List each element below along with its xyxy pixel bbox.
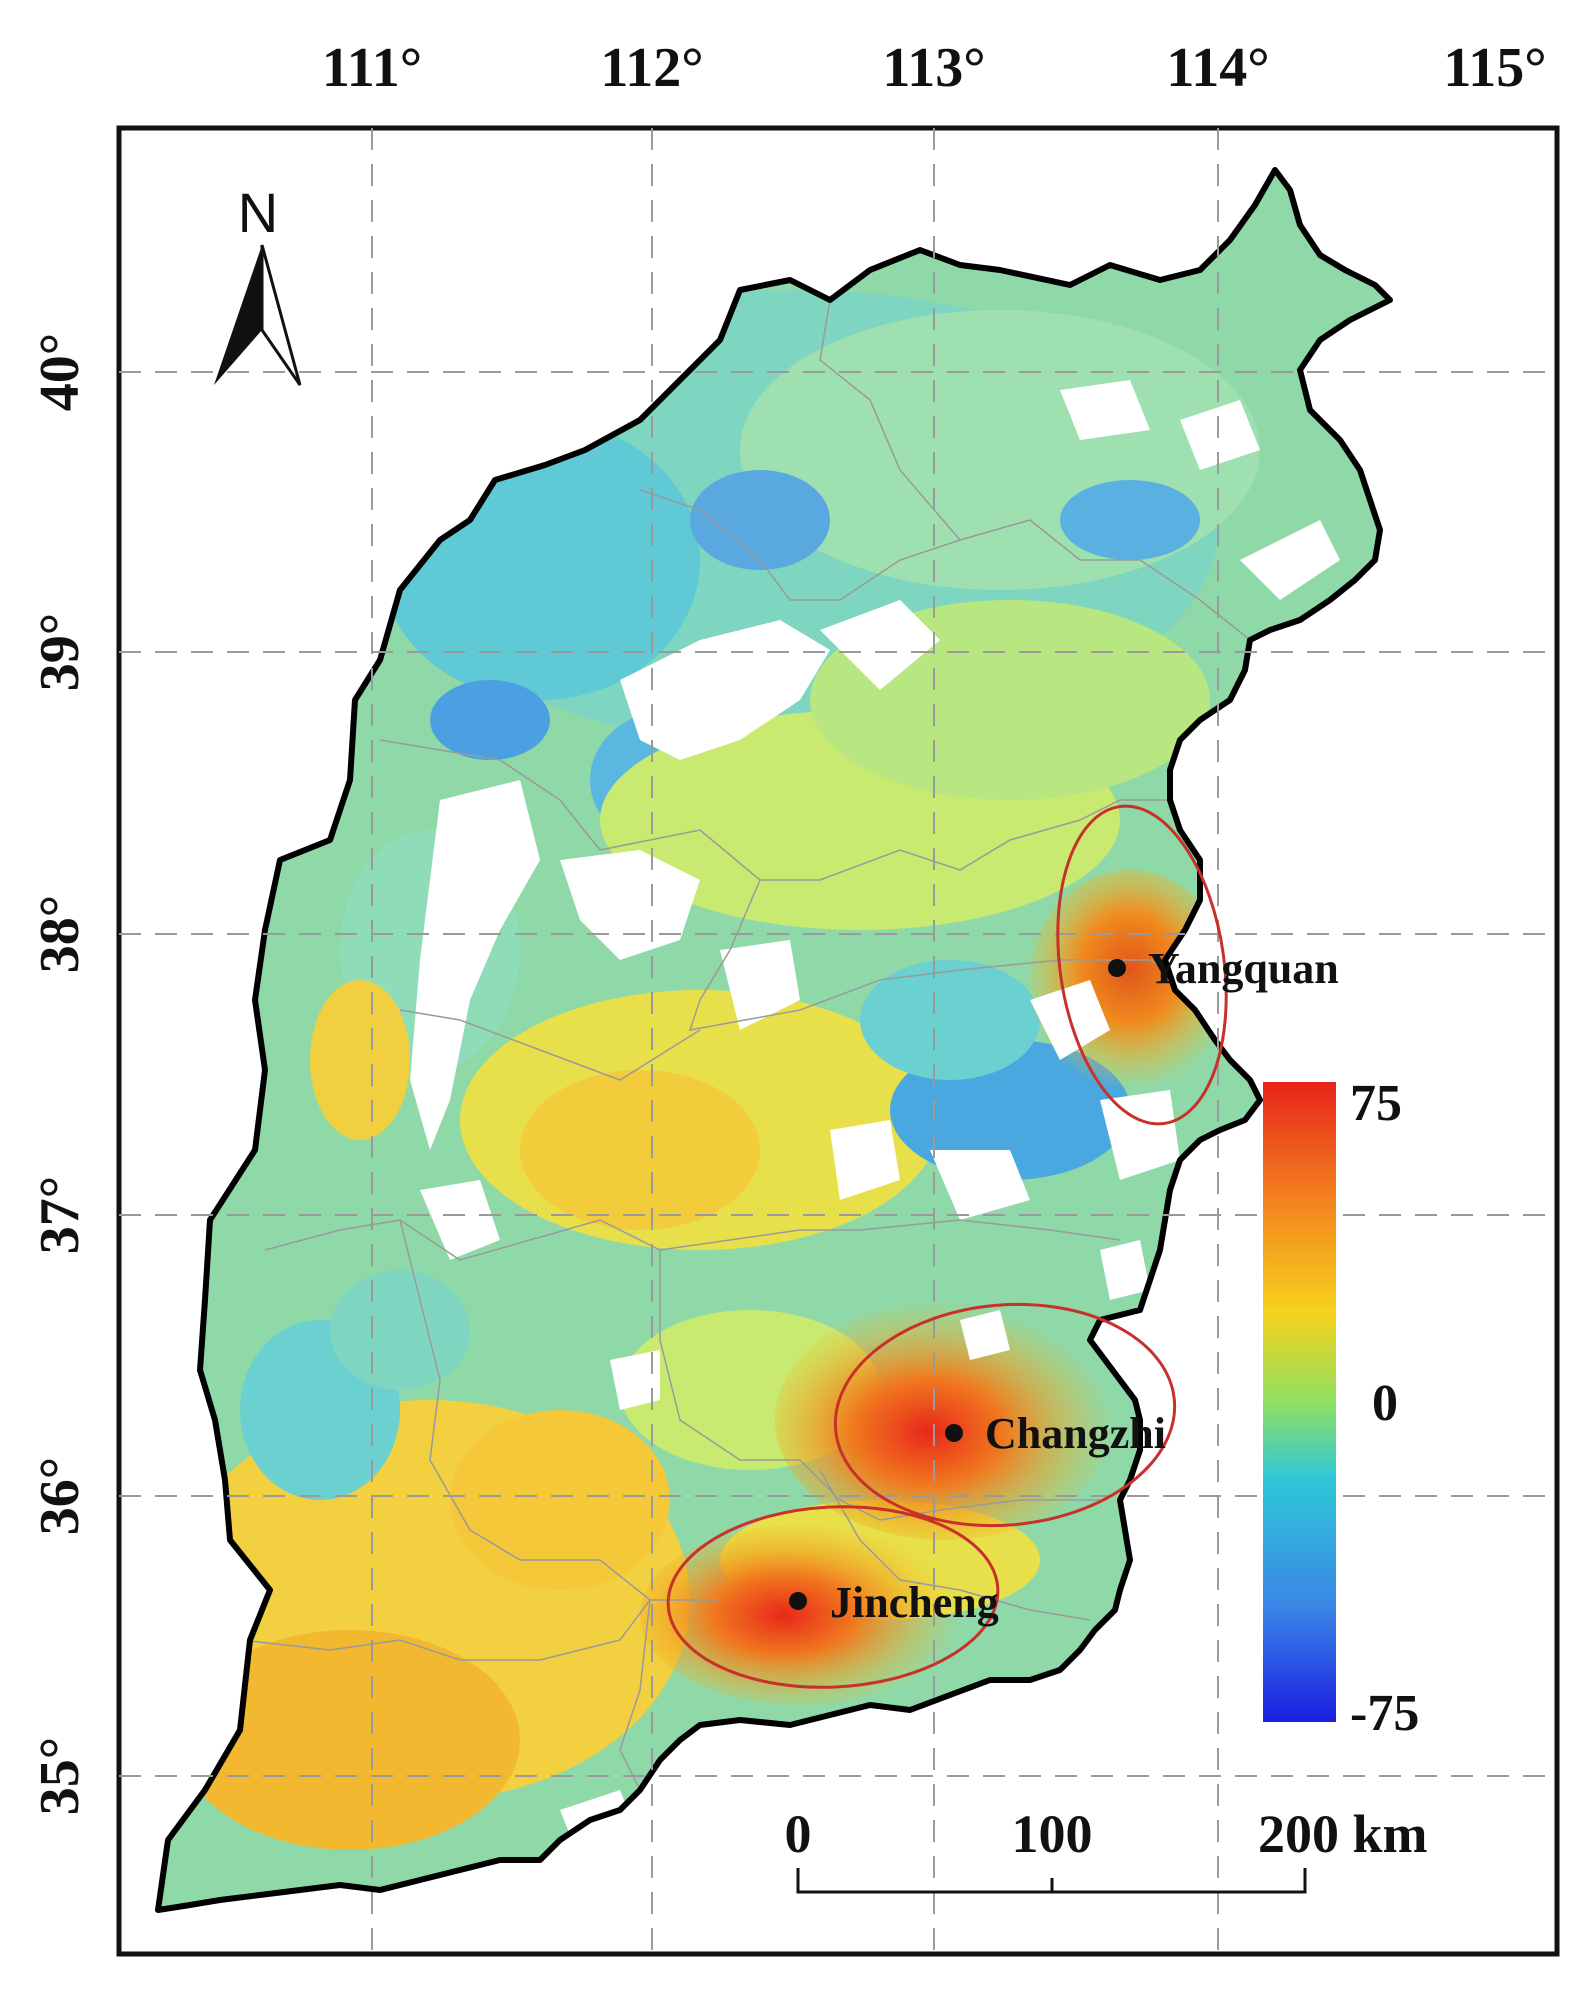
lat-label-37: 37° [29,1176,91,1254]
scale-label-100: 100 [1012,1804,1093,1864]
scale-bar: 0 100 200 km [785,1804,1428,1894]
longitude-labels: 111° 112° 113° 114° 115° [322,37,1547,99]
colorbar-max-label: 75 [1350,1075,1402,1132]
lon-label-115: 115° [1443,37,1546,99]
city-boundaries [239,299,1251,1791]
colorbar-min-label: -75 [1350,1685,1419,1742]
hotspot-yangquan [1056,804,1228,1126]
lon-label-111: 111° [322,37,422,99]
north-arrow-icon [214,245,262,385]
city-label-changzhi: Changzhi [985,1409,1166,1458]
lon-label-113: 113° [882,37,985,99]
hotspot-changzhi [833,1302,1177,1528]
scale-bar-line [796,1868,1307,1894]
hotspot-outlines [666,804,1228,1689]
scale-label-0: 0 [785,1804,812,1864]
lat-label-35: 35° [29,1737,91,1815]
north-arrow: N [214,181,302,386]
scale-label-200: 200 km [1258,1804,1428,1864]
lon-label-114: 114° [1166,37,1269,99]
latitude-labels: 40° 39° 38° 37° 36° 35° [29,333,91,1815]
colorbar-legend: 75 0 -75 [1263,1075,1419,1742]
city-label-jincheng: Jincheng [830,1578,999,1627]
city-label-yangquan: Yangquan [1148,944,1339,993]
province-boundary [155,167,1393,1913]
city-dot-yangquan [1108,959,1126,977]
north-label: N [238,181,278,244]
city-dot-jincheng [789,1592,807,1610]
colorbar-ramp [1263,1082,1336,1722]
colorbar-mid-label: 0 [1372,1375,1398,1432]
city-markers: Yangquan Changzhi Jincheng [789,944,1339,1627]
lon-label-112: 112° [600,37,703,99]
lat-label-39: 39° [29,613,91,691]
graticule [119,128,1557,1954]
lat-label-38: 38° [29,895,91,973]
lat-label-36: 36° [29,1457,91,1535]
lat-label-40: 40° [29,333,91,411]
hotspot-jincheng [666,1505,1000,1689]
city-dot-changzhi [945,1424,963,1442]
